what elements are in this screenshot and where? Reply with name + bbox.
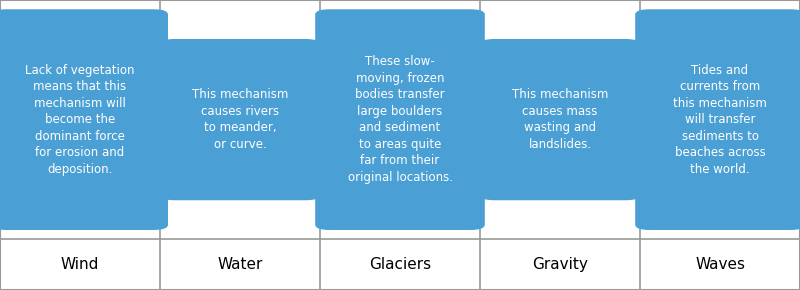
Text: Gravity: Gravity <box>532 257 588 272</box>
Text: Glaciers: Glaciers <box>369 257 431 272</box>
Text: Waves: Waves <box>695 257 745 272</box>
Text: This mechanism
causes rivers
to meander,
or curve.: This mechanism causes rivers to meander,… <box>192 88 288 151</box>
FancyBboxPatch shape <box>160 39 320 200</box>
Text: This mechanism
causes mass
wasting and
landslides.: This mechanism causes mass wasting and l… <box>512 88 608 151</box>
FancyBboxPatch shape <box>0 9 168 230</box>
Text: Water: Water <box>218 257 262 272</box>
Text: Wind: Wind <box>61 257 99 272</box>
Text: These slow-
moving, frozen
bodies transfer
large boulders
and sediment
to areas : These slow- moving, frozen bodies transf… <box>347 55 453 184</box>
FancyBboxPatch shape <box>635 9 800 230</box>
FancyBboxPatch shape <box>480 39 640 200</box>
Text: Lack of vegetation
means that this
mechanism will
become the
dominant force
for : Lack of vegetation means that this mecha… <box>26 64 134 176</box>
Text: Tides and
currents from
this mechanism
will transfer
sediments to
beaches across: Tides and currents from this mechanism w… <box>673 64 767 176</box>
FancyBboxPatch shape <box>315 9 485 230</box>
